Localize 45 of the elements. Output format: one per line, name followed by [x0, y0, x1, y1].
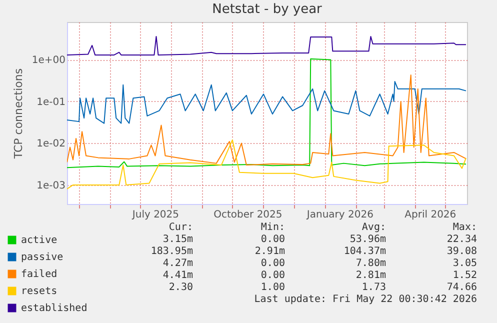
- text: 0.00: [260, 258, 285, 270]
- line-series: [67, 139, 466, 190]
- text: 1.00: [260, 282, 285, 294]
- text: Max:: [452, 222, 477, 234]
- x-tick-label: January 2026: [306, 210, 374, 220]
- text: 183.95m: [150, 246, 193, 258]
- text: 0.00: [260, 270, 285, 282]
- text: 39.08: [446, 246, 477, 258]
- y-tick-label: 1e-02: [36, 138, 66, 150]
- text: Last update: Fri May 22 00:30:42 2026: [254, 294, 477, 306]
- line-series: [67, 36, 466, 56]
- x-tick-label: October 2025: [214, 210, 282, 220]
- text: 1.73: [362, 282, 386, 294]
- y-tick-label: 1e-01: [36, 96, 66, 108]
- chart-title: Netstat - by year: [212, 2, 323, 17]
- legend-label: passive: [21, 252, 64, 263]
- text: Avg:: [362, 222, 386, 234]
- text: Min:: [260, 222, 285, 234]
- text: 74.66: [446, 282, 477, 294]
- text: 104.37m: [344, 246, 386, 258]
- text: 22.34: [446, 234, 477, 246]
- text: 0.00: [260, 234, 285, 246]
- x-tick-label: April 2026: [404, 210, 456, 220]
- y-tick-label: 1e+00: [32, 55, 66, 66]
- text: 3.15m: [162, 234, 193, 246]
- legend-label: active: [21, 235, 58, 246]
- text: 2.91m: [254, 246, 285, 258]
- text: 2.81m: [356, 270, 386, 282]
- line-series: [67, 58, 466, 168]
- legend-label: established: [21, 303, 88, 314]
- text: 53.96m: [350, 234, 386, 246]
- y-tick-label: 1e-03: [36, 180, 66, 192]
- text: Cur:: [168, 222, 193, 234]
- text: 4.27m: [162, 258, 193, 270]
- text: 2.30: [168, 282, 193, 294]
- text: 7.80m: [356, 258, 386, 270]
- text: 3.05: [452, 258, 477, 270]
- text: 4.41m: [162, 270, 193, 282]
- text: 1.52: [452, 270, 477, 282]
- line-series: [67, 74, 466, 166]
- legend-label: failed: [21, 269, 58, 280]
- line-series: [67, 81, 466, 124]
- y-axis-title: TCP connections: [12, 68, 25, 160]
- x-tick-label: July 2025: [131, 210, 180, 220]
- legend-label: resets: [21, 286, 58, 297]
